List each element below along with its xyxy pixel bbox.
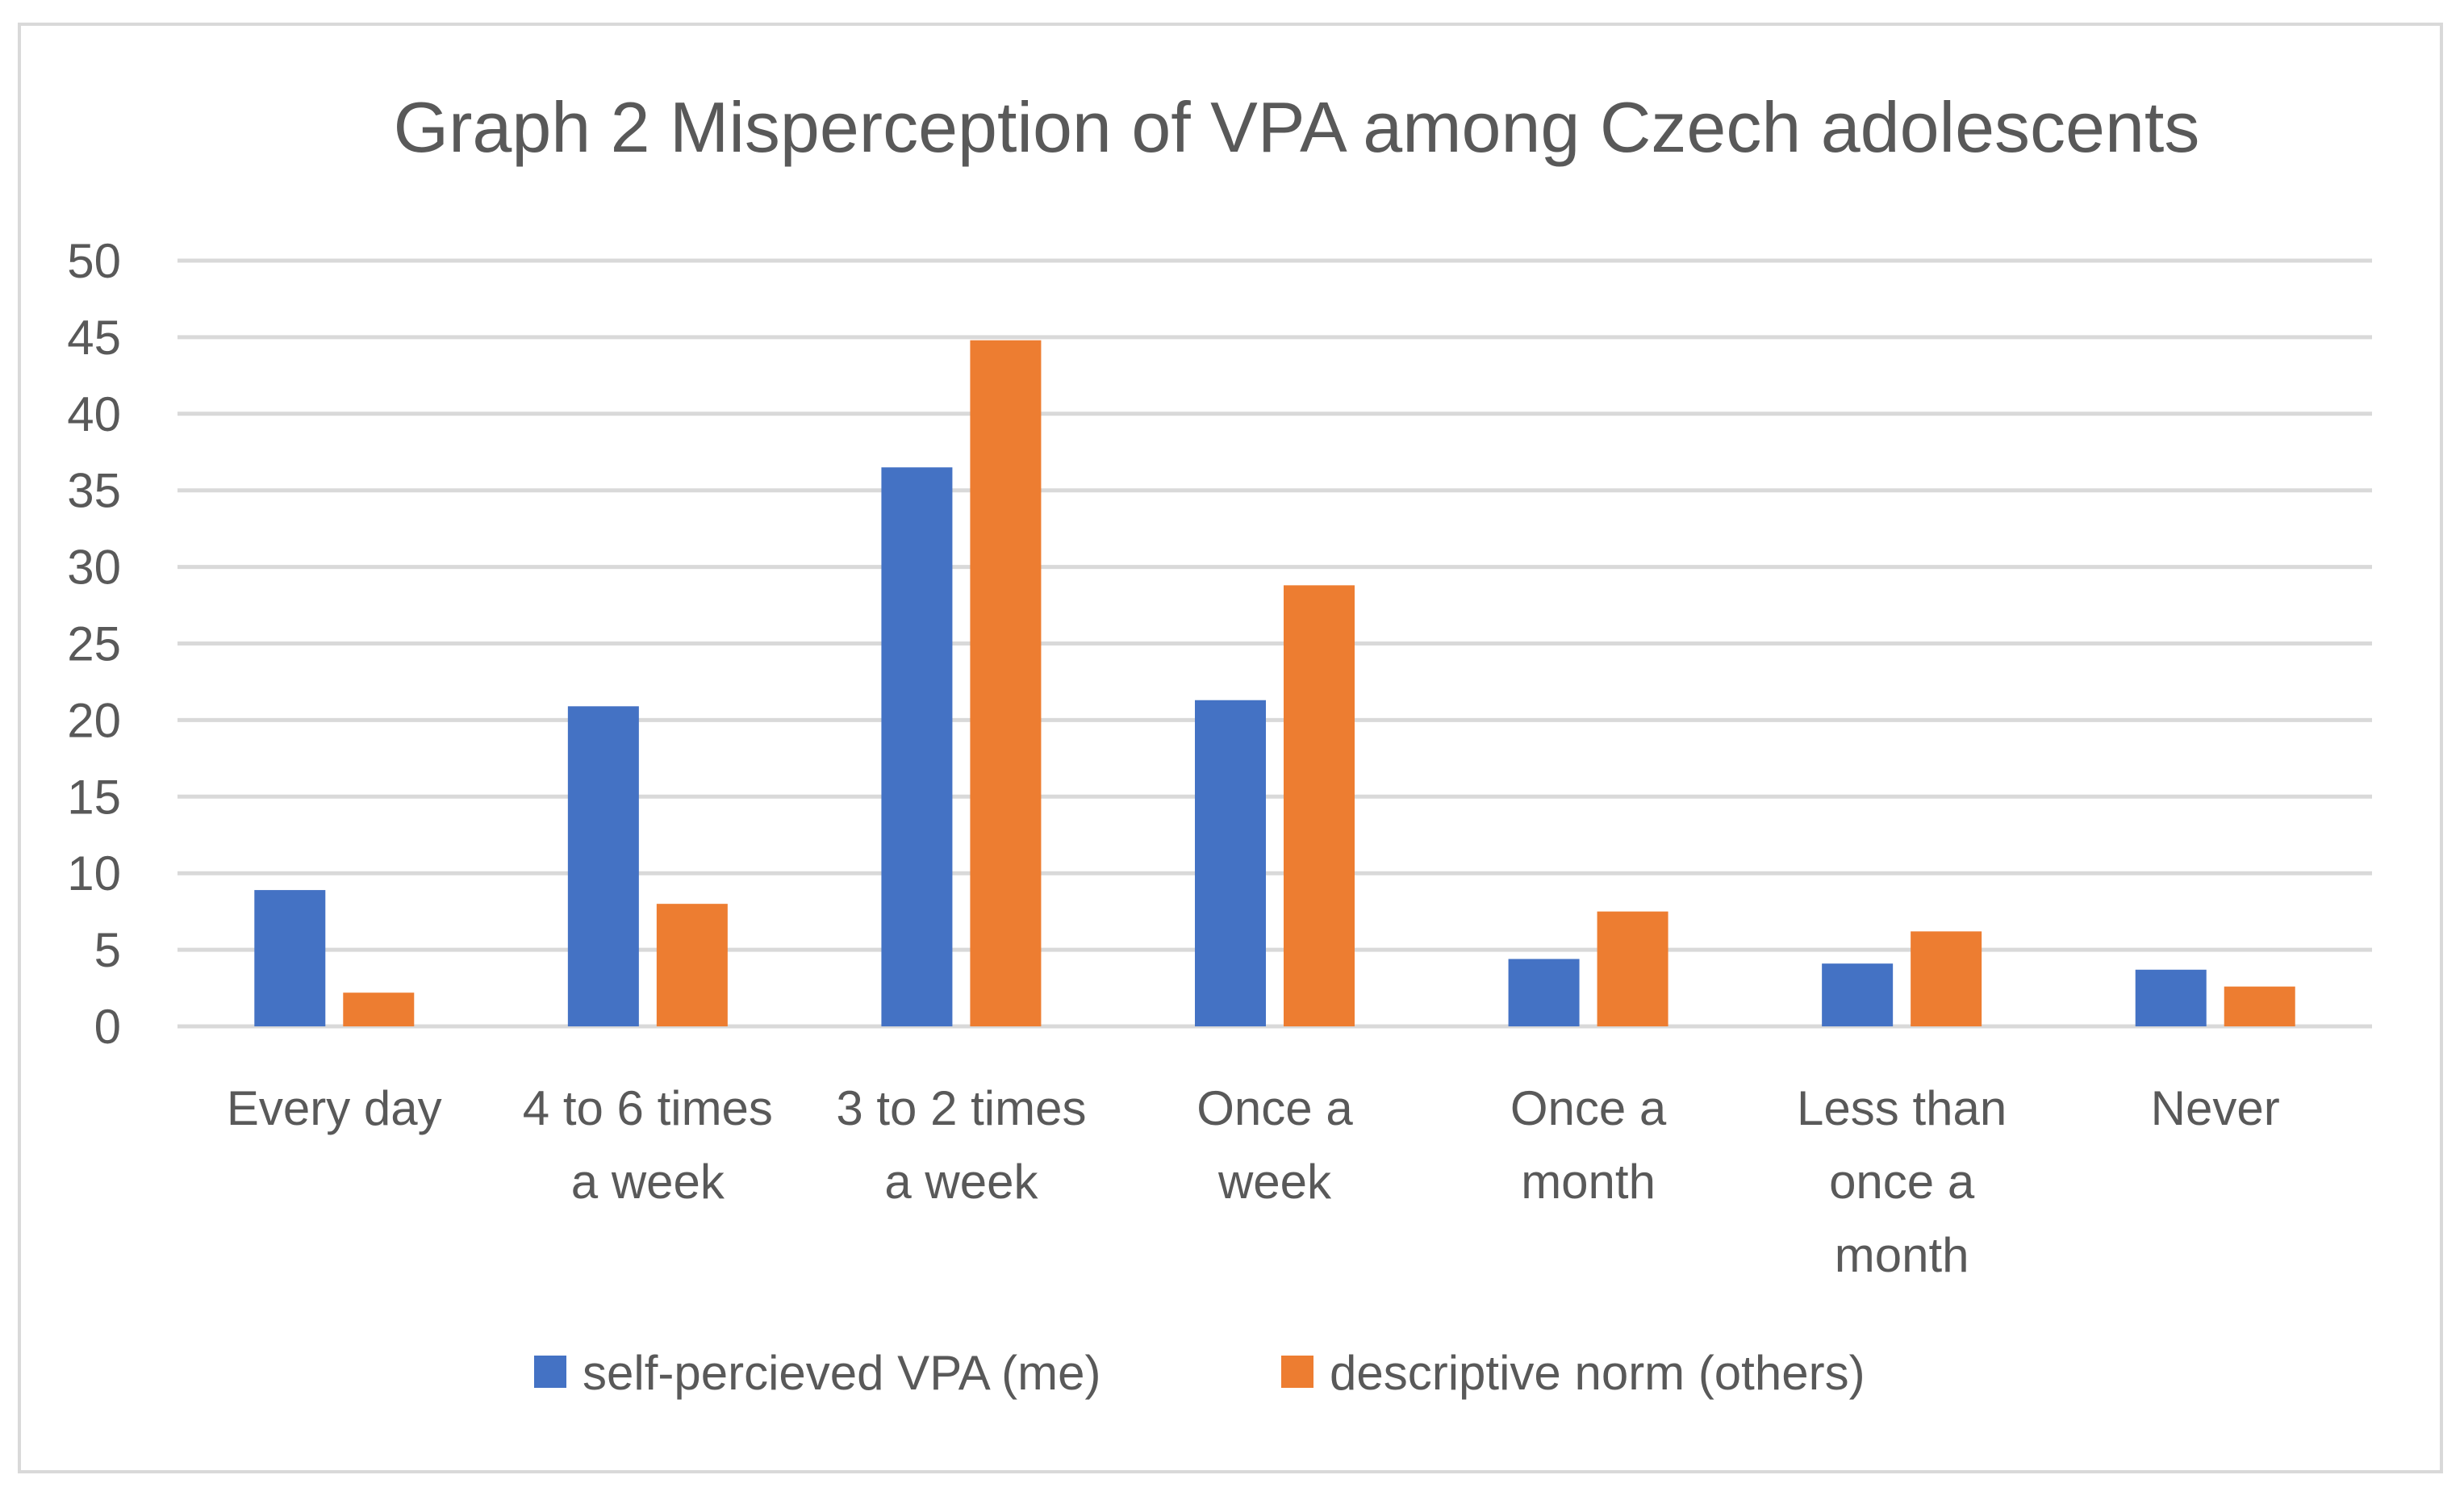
legend-swatch-self-perceived [534,1356,566,1388]
x-category-label: Never [2151,1081,2280,1135]
x-category-label: Once a month [1510,1081,1667,1209]
bar-self-perceived-0 [254,890,326,1026]
bar-self-perceived-5 [1822,963,1894,1026]
x-category-label: 3 to 2 times a week [836,1081,1086,1209]
y-tick-label: 20 [67,693,121,747]
chart-title: Graph 2 Misperception of VPA among Czech… [394,87,2200,167]
bar-self-perceived-1 [567,706,639,1026]
bar-self-perceived-6 [2135,969,2207,1026]
bar-descriptive-norm-0 [343,992,415,1026]
bar-self-perceived-2 [881,467,953,1026]
x-category-label: Every day [227,1081,442,1135]
bar-descriptive-norm-2 [970,340,1042,1026]
bar-descriptive-norm-5 [1911,931,1982,1026]
bars [254,340,2295,1026]
legend: self-percieved VPA (me) descriptive norm … [534,1346,1865,1400]
legend-label-self-perceived: self-percieved VPA (me) [583,1346,1100,1400]
y-tick-label: 45 [67,311,121,365]
gridlines [177,258,2372,1029]
x-category-label: Once a week [1197,1081,1353,1209]
y-tick-label: 35 [67,464,121,518]
bar-descriptive-norm-4 [1597,911,1668,1026]
bar-descriptive-norm-3 [1284,585,1355,1026]
bar-descriptive-norm-6 [2224,986,2295,1026]
y-axis-ticks: 0 5 10 15 20 25 30 35 40 45 50 [67,234,121,1054]
y-tick-label: 50 [67,234,121,288]
bar-self-perceived-3 [1195,700,1266,1026]
x-axis-categories: Every day 4 to 6 times a week 3 to 2 times a… [227,1081,2280,1282]
bar-descriptive-norm-1 [656,904,728,1026]
y-tick-label: 30 [67,541,121,595]
y-tick-label: 25 [67,617,121,671]
y-tick-label: 15 [67,770,121,824]
x-category-label: 4 to 6 times a week [523,1081,773,1209]
y-tick-label: 5 [94,923,121,977]
x-category-label: Less than once a month [1797,1081,2007,1282]
y-tick-label: 0 [94,1000,121,1054]
y-tick-label: 10 [67,846,121,900]
legend-label-descriptive-norm: descriptive norm (others) [1330,1346,1865,1400]
legend-swatch-descriptive-norm [1281,1356,1313,1388]
y-tick-label: 40 [67,387,121,441]
bar-self-perceived-4 [1508,959,1580,1026]
